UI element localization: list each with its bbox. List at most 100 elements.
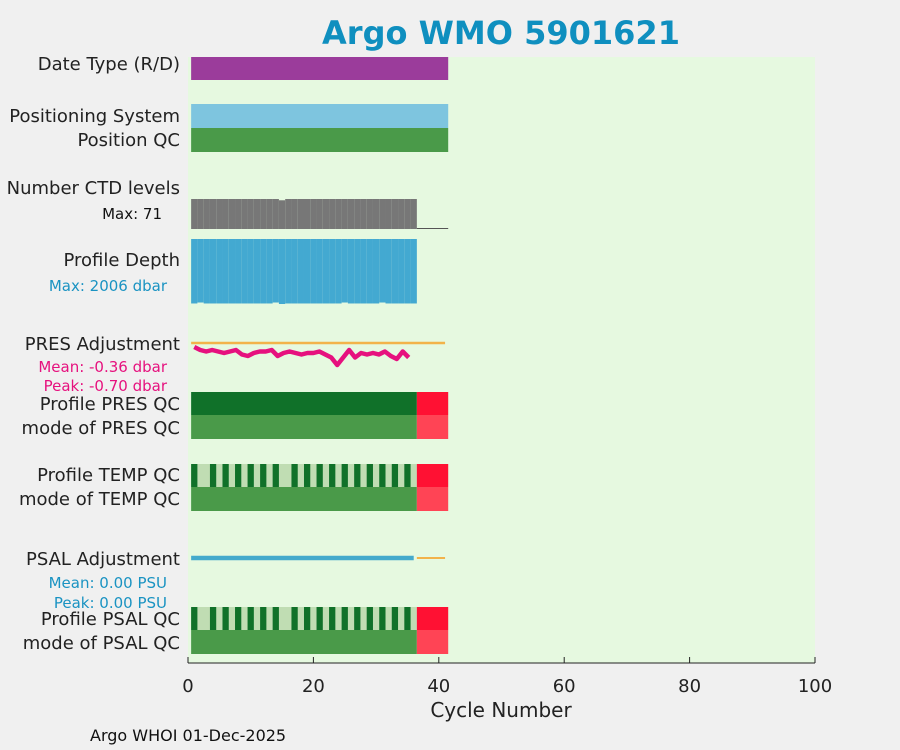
row-label-psal-adjustment: PSAL Adjustment [26,549,180,570]
profile-psal-qc-good [391,607,399,630]
profile-psal-qc-good [191,607,198,630]
profile-depth-bar [398,239,405,304]
row-label-position-qc: Position QC [77,130,180,151]
annotation-ctd-max: Max: 71 [102,205,162,223]
annotation-psal-peak: Peak: 0.00 PSU [54,594,167,612]
mode-temp-qc-good [191,487,417,511]
row-label-mode-pres-qc: mode of PRES QC [22,418,180,439]
annotation-pres-peak: Peak: -0.70 dbar [44,377,168,395]
profile-depth-bar [247,239,254,304]
profile-temp-qc-good [316,464,323,487]
profile-depth-bar [379,239,386,303]
mode-pres-qc-good [191,415,417,439]
profile-psal-qc-missing [416,607,449,630]
ctd-level-bar [191,199,198,229]
row-label-profile-temp-qc: Profile TEMP QC [37,465,180,486]
profile-temp-qc-missing [416,464,449,487]
mode-pres-qc-missing [416,415,449,439]
profile-psal-qc-good [235,607,242,630]
profile-temp-qc-good [391,464,399,487]
mode-temp-qc-missing [416,487,449,511]
profile-depth-bar [197,239,204,303]
ctd-level-bar [209,199,217,229]
ctd-level-bar [366,199,373,229]
profile-depth-bar [253,239,261,304]
ctd-level-bar [404,199,411,229]
x-tick-label: 60 [553,676,576,697]
positioning-system-bar [191,104,449,128]
profile-temp-qc-good [341,464,348,487]
profile-temp-qc-good [209,464,217,487]
ctd-level-bar [285,199,292,229]
profile-depth-bar [291,239,298,304]
profile-depth-bar [216,239,223,304]
row-label-mode-psal-qc: mode of PSAL QC [23,633,180,654]
x-tick-label: 40 [427,676,450,697]
profile-temp-qc-good [191,464,198,487]
ctd-level-bar [197,199,204,229]
ctd-level-bar [316,199,323,229]
profile-depth-bar [297,239,304,304]
profile-depth-bar [366,239,373,304]
annotation-psal-mean: Mean: 0.00 PSU [49,574,167,592]
mode-psal-qc-missing [416,630,449,654]
profile-depth-bar [303,239,311,304]
row-label-date-type: Date Type (R/D) [38,54,180,75]
date-type-bar [191,57,449,80]
annotation-depth-max: Max: 2006 dbar [49,277,168,295]
profile-psal-qc-good [316,607,323,630]
profile-depth-bar [329,239,336,304]
profile-temp-qc-good [260,464,267,487]
profile-pres-qc-good [191,392,417,415]
footer-credit: Argo WHOI 01-Dec-2025 [90,726,286,745]
profile-depth-bar [316,239,323,304]
ctd-level-bar [216,199,223,229]
profile-temp-qc-good [404,464,411,487]
ctd-level-bar [291,199,298,229]
profile-depth-bar [391,239,399,304]
profile-psal-qc-good [366,607,373,630]
ctd-level-bar [222,199,229,229]
ctd-level-bar [278,200,286,229]
profile-psal-qc-good [291,607,298,630]
profile-temp-qc-good [354,464,361,487]
profile-temp-qc-good [247,464,254,487]
profile-depth-bar [410,239,417,304]
ctd-level-bar [303,199,311,229]
profile-psal-qc-good [209,607,217,630]
profile-temp-qc-good [222,464,229,487]
profile-psal-qc-good [260,607,267,630]
ctd-level-bar [329,199,336,229]
profile-psal-qc-good [341,607,348,630]
ctd-level-bar [341,199,348,229]
profile-psal-qc-good [247,607,254,630]
profile-depth-bar [222,239,229,304]
profile-depth-bar [209,239,217,304]
profile-temp-qc-good [329,464,336,487]
chart-marks [191,57,449,654]
row-label-profile-pres-qc: Profile PRES QC [40,394,180,415]
profile-psal-qc-good [329,607,336,630]
profile-depth-bar [266,239,273,304]
profile-depth-bar [322,239,330,304]
profile-depth-bar [203,239,210,304]
profile-depth-bar [272,239,279,303]
profile-depth-bar [235,239,242,304]
row-label-profile-psal-qc: Profile PSAL QC [41,609,180,630]
profile-depth-bar [310,239,317,304]
profile-psal-qc-good [303,607,311,630]
ctd-level-bar [235,199,242,229]
row-label-pres-adjustment: PRES Adjustment [25,334,180,355]
x-axis-ticks: 0 20 40 60 80 100 [182,657,832,697]
ctd-level-bar [247,199,254,229]
ctd-level-bar [266,199,273,229]
profile-depth-bar [347,239,355,304]
x-tick-label: 100 [798,676,832,697]
profile-psal-qc-good [379,607,386,630]
x-tick-label: 80 [678,676,701,697]
ctd-level-bar [385,199,392,229]
x-axis-label: Cycle Number [430,698,572,722]
profile-depth-bar [260,239,267,304]
profile-temp-qc-good [379,464,386,487]
ctd-level-bar [203,199,210,229]
